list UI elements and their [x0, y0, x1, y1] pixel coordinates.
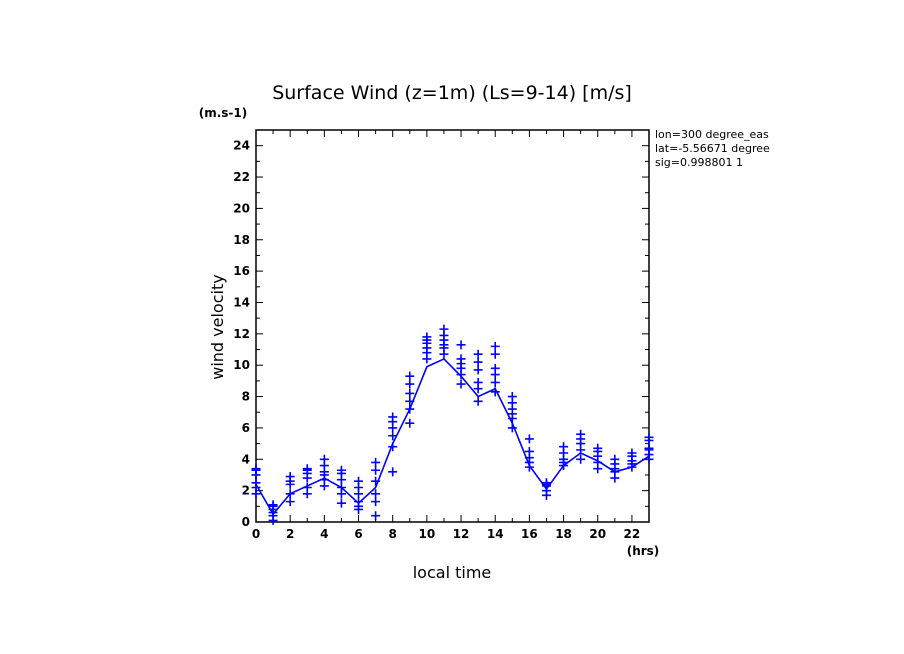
data-point — [388, 467, 398, 477]
x-tick-label: 0 — [252, 527, 260, 541]
data-point — [490, 349, 500, 359]
info-lat: lat=-5.56671 degree — [655, 142, 770, 155]
data-point — [507, 423, 517, 433]
data-point — [627, 448, 637, 458]
series-group — [251, 324, 654, 525]
x-tick-label: 22 — [624, 527, 641, 541]
x-tick-label: 12 — [453, 527, 470, 541]
y-tick-label: 8 — [242, 390, 250, 404]
data-point — [354, 497, 364, 507]
info-sig: sig=0.998801 1 — [655, 156, 743, 169]
y-tick-label: 10 — [233, 358, 250, 372]
data-point — [371, 457, 381, 467]
x-tick-label: 18 — [555, 527, 572, 541]
info-mask — [779, 125, 819, 175]
data-point — [388, 431, 398, 441]
x-tick-label: 4 — [320, 527, 328, 541]
data-point — [576, 429, 586, 439]
y-tick-label: 2 — [242, 484, 250, 498]
x-tick-label: 10 — [419, 527, 436, 541]
data-point — [644, 443, 654, 453]
data-point — [405, 396, 415, 406]
data-point — [507, 392, 517, 402]
data-point — [439, 324, 449, 334]
data-point — [422, 332, 432, 342]
y-tick-label: 6 — [242, 421, 250, 435]
x-tick-label: 8 — [389, 527, 397, 541]
mean-line — [255, 357, 650, 516]
data-point — [576, 454, 586, 464]
data-point — [405, 404, 415, 414]
data-point — [644, 432, 654, 442]
y-tick-label: 16 — [233, 264, 250, 278]
data-point — [251, 464, 261, 474]
y-tick-label: 0 — [242, 515, 250, 529]
data-point — [490, 377, 500, 387]
data-point — [541, 478, 551, 488]
data-point — [319, 454, 329, 464]
x-ticks: 0 2 4 6 8 10 12 14 16 18 20 22 — [252, 130, 650, 541]
data-point — [302, 483, 312, 493]
data-point — [336, 483, 346, 493]
data-point — [302, 464, 312, 474]
data-point — [473, 377, 483, 387]
data-point — [473, 365, 483, 375]
data-point — [524, 446, 534, 456]
data-point — [354, 476, 364, 486]
y-tick-label: 14 — [233, 295, 250, 309]
y-tick-label: 24 — [233, 139, 250, 153]
data-point — [336, 498, 346, 508]
y-unit-label: (m.s-1) — [199, 106, 248, 120]
x-tick-label: 20 — [589, 527, 606, 541]
data-point — [371, 476, 381, 486]
data-point — [405, 418, 415, 428]
y-axis-label: wind velocity — [208, 274, 227, 379]
y-tick-label: 12 — [233, 327, 250, 341]
x-tick-label: 6 — [354, 527, 362, 541]
x-axis-label: local time — [413, 563, 492, 582]
data-point — [524, 434, 534, 444]
data-point — [388, 412, 398, 422]
data-point — [473, 349, 483, 359]
data-point — [268, 500, 278, 510]
data-point — [285, 472, 295, 482]
x-tick-label: 16 — [521, 527, 538, 541]
data-point — [388, 442, 398, 452]
y-tick-label: 22 — [233, 170, 250, 184]
data-point — [456, 340, 466, 350]
data-point — [490, 387, 500, 397]
x-tick-label: 14 — [487, 527, 504, 541]
data-point — [456, 379, 466, 389]
data-point — [371, 511, 381, 521]
plot-frame — [255, 129, 650, 523]
data-point — [405, 371, 415, 381]
data-point — [405, 388, 415, 398]
x-tick-label: 2 — [286, 527, 294, 541]
data-point — [285, 489, 295, 499]
x-unit-label: (hrs) — [627, 544, 660, 558]
data-point — [593, 443, 603, 453]
data-point — [405, 379, 415, 389]
y-tick-label: 18 — [233, 233, 250, 247]
chart-title: Surface Wind (z=1m) (Ls=9-14) [m/s] — [272, 82, 632, 104]
y-tick-label: 4 — [242, 452, 250, 466]
y-tick-label: 20 — [233, 201, 250, 215]
data-point — [456, 354, 466, 364]
data-point — [336, 465, 346, 475]
data-point — [371, 489, 381, 499]
data-point — [251, 478, 261, 488]
data-point — [490, 341, 500, 351]
data-point — [473, 357, 483, 367]
info-lon: lon=300 degree_eas — [655, 128, 769, 141]
data-point — [371, 497, 381, 507]
data-point — [490, 363, 500, 373]
data-point — [610, 454, 620, 464]
data-point — [559, 442, 569, 452]
data-point — [371, 465, 381, 475]
data-point — [285, 497, 295, 507]
data-point — [473, 396, 483, 406]
